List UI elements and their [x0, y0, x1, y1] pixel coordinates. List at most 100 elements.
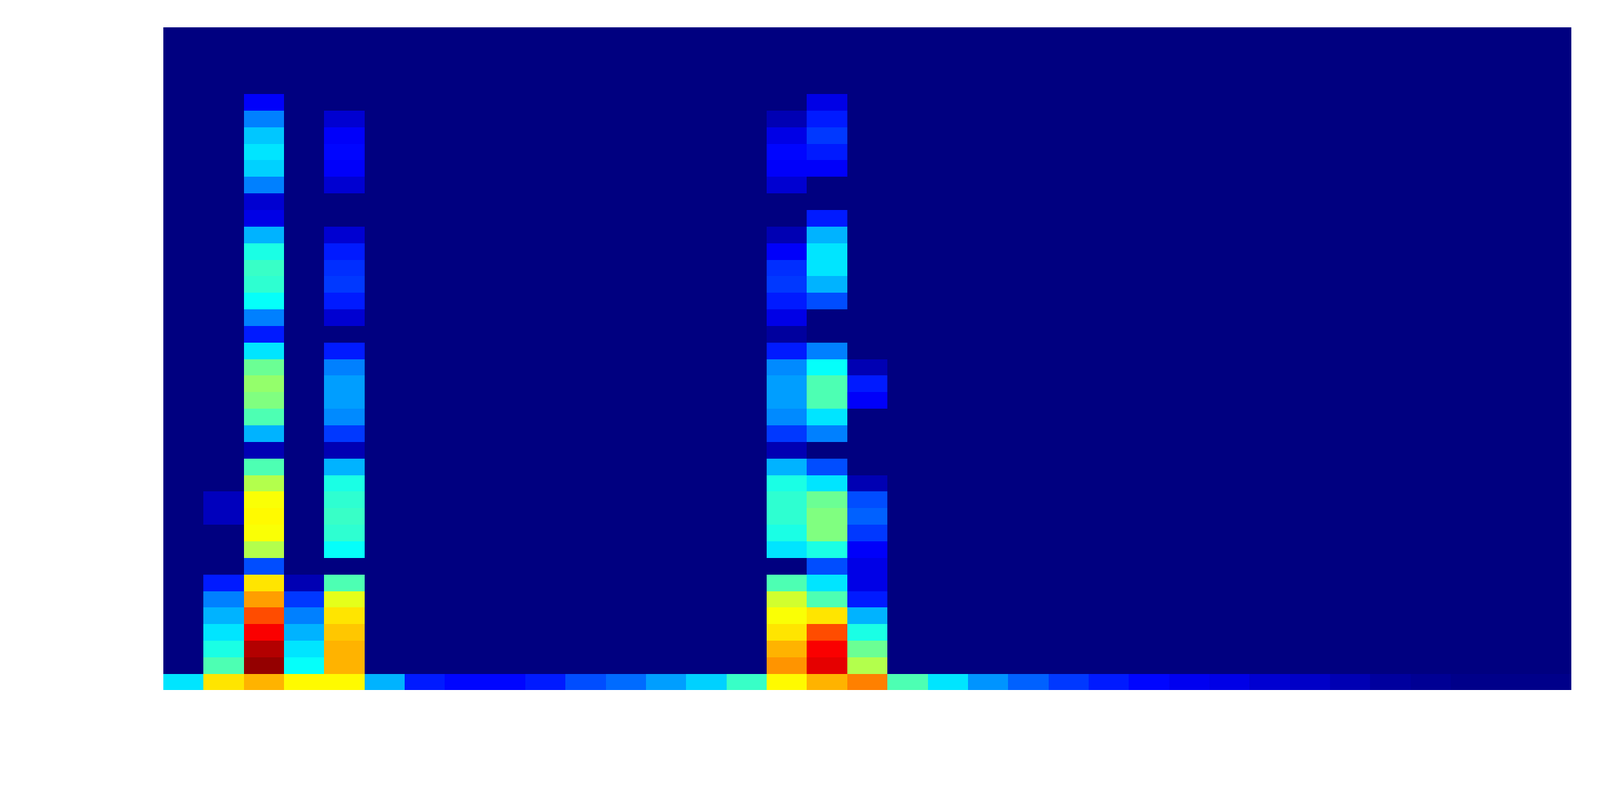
- heatmap-cell: [565, 624, 606, 641]
- heatmap-cell: [686, 574, 727, 591]
- heatmap-cell: [606, 176, 647, 194]
- heatmap-cell: [364, 441, 406, 458]
- heatmap-cell: [646, 77, 687, 94]
- heatmap-cell: [1330, 27, 1371, 44]
- heatmap-cell: [887, 110, 928, 127]
- heatmap-cell: [244, 590, 285, 608]
- heatmap-cell: [485, 126, 526, 144]
- heatmap-cell: [928, 209, 969, 226]
- heatmap-cell: [1450, 408, 1492, 426]
- heatmap-cell: [686, 292, 727, 310]
- heatmap-cell: [1290, 60, 1331, 78]
- heatmap-cell: [646, 590, 687, 608]
- heatmap-cell: [485, 308, 526, 326]
- heatmap-cell: [444, 342, 486, 359]
- heatmap-cell: [1209, 392, 1250, 409]
- heatmap-cell: [525, 176, 566, 194]
- heatmap-cell: [485, 656, 526, 674]
- heatmap-cell: [686, 209, 727, 226]
- heatmap-cell: [1048, 276, 1090, 293]
- heatmap-cell: [1450, 325, 1492, 342]
- heatmap-cell: [806, 176, 848, 194]
- heatmap-cell: [244, 44, 285, 61]
- heatmap-cell: [1088, 110, 1130, 127]
- heatmap-cell: [1088, 458, 1130, 475]
- heatmap-cell: [565, 458, 606, 475]
- heatmap-cell: [806, 441, 848, 458]
- heatmap-cell: [1048, 491, 1090, 508]
- heatmap-cell: [806, 308, 848, 326]
- heatmap-cell: [806, 508, 848, 525]
- heatmap-cell: [1169, 292, 1210, 310]
- heatmap-cell: [525, 557, 566, 574]
- heatmap-cell: [928, 540, 969, 558]
- heatmap-cell: [284, 458, 325, 475]
- heatmap-cell: [1490, 193, 1532, 210]
- heatmap-cell: [284, 607, 325, 624]
- heatmap-cell: [1128, 44, 1170, 61]
- heatmap-cell: [364, 358, 406, 376]
- heatmap-cell: [847, 358, 888, 376]
- heatmap-cell: [847, 259, 888, 276]
- heatmap-cell: [847, 342, 888, 359]
- heatmap-cell: [324, 143, 365, 160]
- heatmap-cell: [1410, 590, 1452, 608]
- heatmap-cell: [284, 441, 325, 458]
- heatmap-cell: [1249, 375, 1290, 392]
- heatmap-cell: [968, 508, 1009, 525]
- heatmap-cell: [686, 441, 727, 458]
- heatmap-cell: [444, 624, 486, 641]
- heatmap-cell: [1330, 176, 1371, 194]
- heatmap-cell: [646, 375, 687, 392]
- heatmap-cell: [847, 110, 888, 127]
- heatmap-cell: [404, 508, 446, 525]
- heatmap-cell: [1490, 474, 1532, 492]
- heatmap-cell: [1169, 27, 1210, 44]
- heatmap-cell: [806, 656, 848, 674]
- heatmap-cell: [404, 673, 446, 690]
- heatmap-cell: [1330, 259, 1371, 276]
- heatmap-cell: [1169, 143, 1210, 160]
- heatmap-cell: [1249, 242, 1290, 260]
- heatmap-cell: [686, 60, 727, 78]
- heatmap-cell: [806, 110, 848, 127]
- heatmap-cell: [1370, 160, 1411, 177]
- heatmap-cell: [1008, 44, 1049, 61]
- heatmap-cell: [1450, 308, 1492, 326]
- heatmap-cell: [404, 358, 446, 376]
- heatmap-cell: [806, 325, 848, 342]
- heatmap-cell: [1531, 93, 1572, 110]
- heatmap-cell: [485, 358, 526, 376]
- heatmap-cell: [968, 441, 1009, 458]
- heatmap-cell: [404, 574, 446, 591]
- heatmap-cell: [1169, 491, 1210, 508]
- heatmap-cell: [1290, 656, 1331, 674]
- heatmap-cell: [404, 474, 446, 492]
- heatmap-cell: [444, 590, 486, 608]
- heatmap-cell: [203, 193, 244, 210]
- heatmap-cell: [806, 458, 848, 475]
- heatmap-cell: [1249, 226, 1290, 243]
- heatmap-cell: [847, 209, 888, 226]
- heatmap-cell: [203, 209, 244, 226]
- heatmap-cell: [887, 27, 928, 44]
- heatmap-cell: [163, 673, 204, 690]
- heatmap-cell: [1370, 458, 1411, 475]
- heatmap-cell: [1008, 193, 1049, 210]
- heatmap-cell: [364, 656, 406, 674]
- heatmap-cell: [1370, 358, 1411, 376]
- heatmap-cell: [726, 242, 768, 260]
- heatmap-cell: [726, 226, 768, 243]
- heatmap-cell: [1169, 93, 1210, 110]
- heatmap-cell: [1128, 342, 1170, 359]
- heatmap-cell: [968, 540, 1009, 558]
- heatmap-cell: [324, 160, 365, 177]
- heatmap-cell: [1531, 176, 1572, 194]
- heatmap-cell: [1008, 491, 1049, 508]
- heatmap-cell: [646, 358, 687, 376]
- heatmap-cell: [1008, 77, 1049, 94]
- heatmap-cell: [284, 160, 325, 177]
- heatmap-cell: [606, 27, 647, 44]
- heatmap-cell: [1531, 458, 1572, 475]
- heatmap-cell: [606, 44, 647, 61]
